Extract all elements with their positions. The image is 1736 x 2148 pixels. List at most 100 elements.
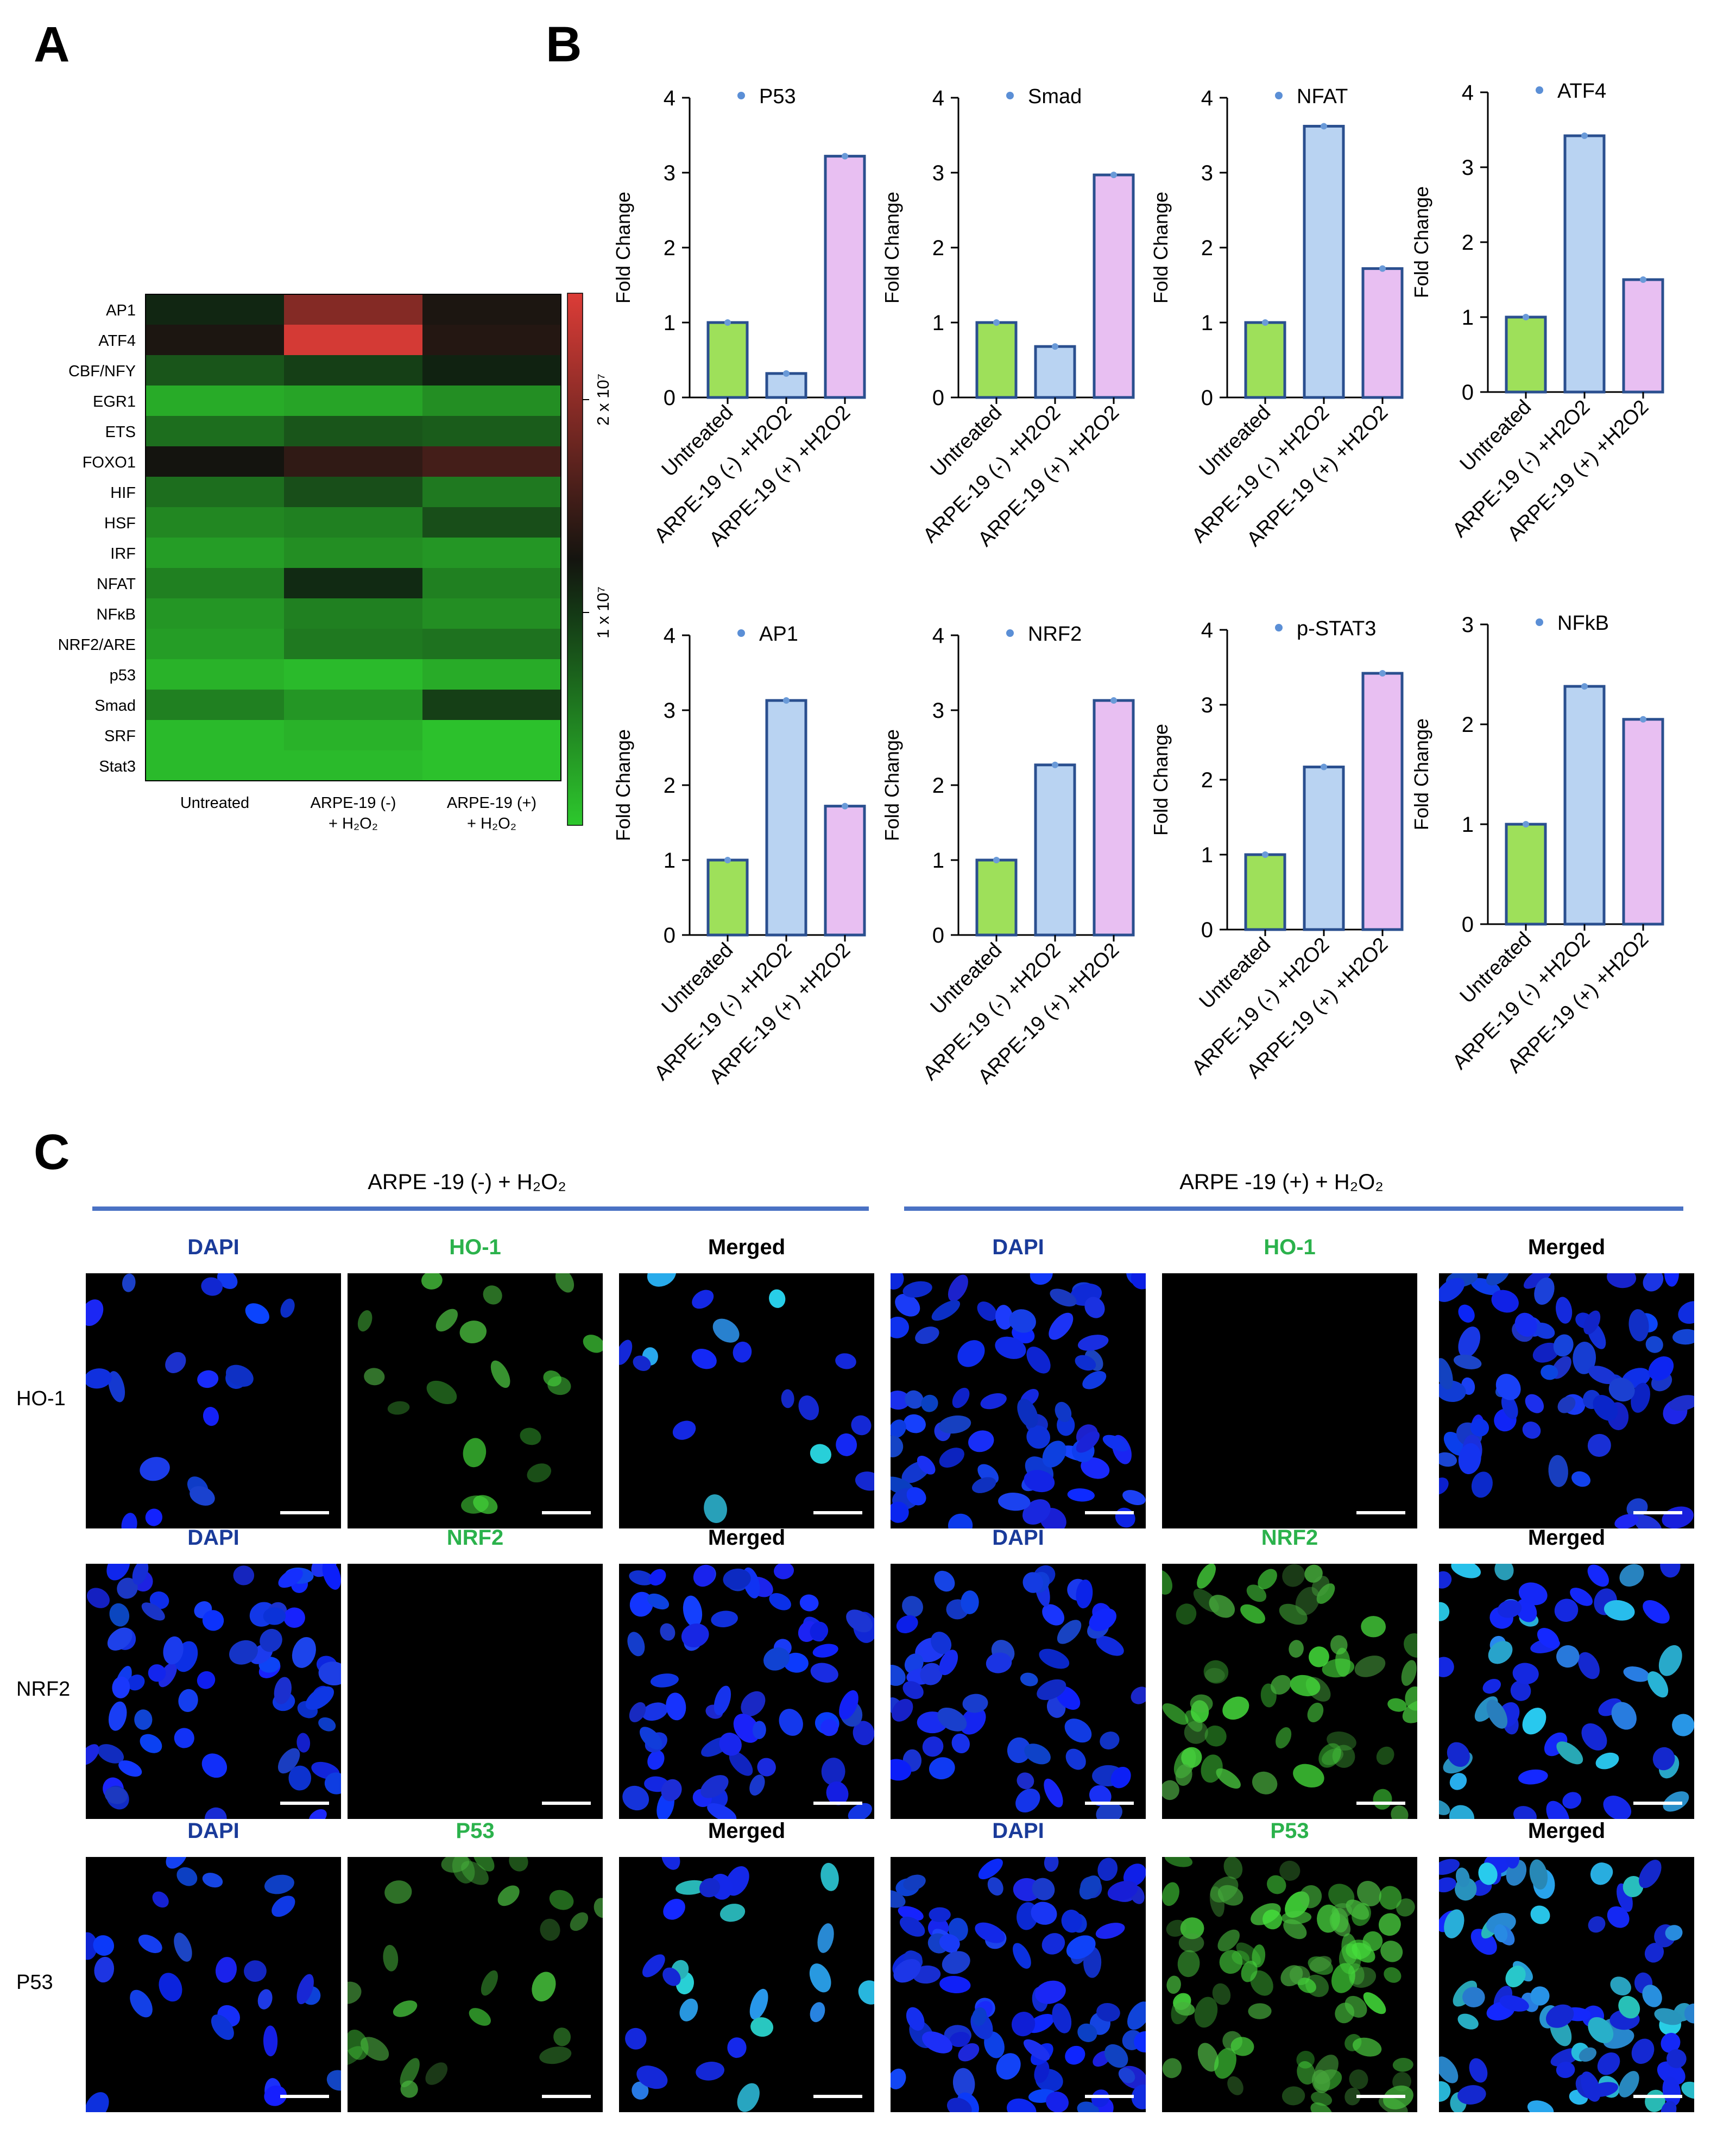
y-tick-label: 2 — [664, 774, 676, 798]
cell — [283, 1607, 305, 1628]
cell — [322, 1564, 341, 1590]
cell — [1505, 1857, 1520, 1869]
cell — [1346, 1899, 1369, 1920]
bar — [1093, 699, 1135, 937]
cell — [1127, 2001, 1146, 2030]
cell — [1246, 1584, 1267, 1602]
cell — [906, 1487, 926, 1506]
heatmap-row-label: CBF/NFY — [68, 363, 136, 380]
cell — [1607, 1273, 1637, 1288]
cell — [679, 1998, 698, 2021]
cell — [891, 1890, 906, 1908]
cell — [197, 1671, 216, 1689]
heatmap-column-label-sub: + H₂O₂ — [467, 815, 516, 832]
cell — [1570, 1588, 1593, 1606]
heatmap-cell — [284, 355, 423, 386]
cell — [1107, 1881, 1138, 1901]
heatmap-cell — [284, 659, 423, 690]
cell — [263, 1607, 286, 1625]
cell — [711, 1610, 738, 1628]
cell — [229, 1640, 258, 1665]
cell — [1491, 1290, 1519, 1313]
cell — [86, 1299, 104, 1326]
cell — [1309, 1956, 1332, 1972]
data-point — [724, 319, 731, 326]
cell — [86, 1744, 99, 1765]
data-point — [724, 857, 731, 863]
cell — [905, 1390, 924, 1409]
cell — [1344, 2034, 1362, 2051]
micrograph-cells — [891, 1565, 1146, 1819]
cell — [647, 1750, 665, 1770]
cell — [1096, 1635, 1124, 1656]
cell — [1064, 1719, 1092, 1743]
cell — [1439, 1358, 1453, 1390]
cell — [1505, 1966, 1526, 1988]
cell — [1335, 2002, 1355, 2024]
cell — [540, 1918, 560, 1941]
y-tick-label: 2 — [932, 236, 944, 260]
cell — [202, 1610, 224, 1631]
heatmap-cell — [284, 598, 423, 629]
cell — [948, 1274, 968, 1302]
heatmap-cell — [146, 507, 285, 538]
channel-label: DAPI — [187, 1819, 239, 1843]
cell — [826, 1781, 849, 1805]
cell — [1510, 1681, 1531, 1701]
cell — [245, 1303, 269, 1324]
cell — [1588, 1366, 1617, 1385]
cell — [1044, 1778, 1063, 1808]
cell — [952, 1387, 970, 1408]
cell — [971, 1477, 996, 1493]
cell — [1593, 1863, 1613, 1882]
bar — [765, 699, 807, 937]
panel-label-b: B — [546, 17, 582, 72]
cell — [1373, 1789, 1392, 1810]
cell — [737, 2083, 760, 2112]
heatmap-cell — [422, 659, 561, 690]
cell — [625, 2027, 647, 2050]
panel-c-row-label: P53 — [16, 1971, 53, 1994]
micrograph — [86, 1857, 341, 2112]
cell — [1439, 1571, 1452, 1589]
cell — [174, 1932, 192, 1962]
cell — [650, 1673, 679, 1688]
micrograph-cells — [891, 1273, 1146, 1528]
y-tick-label: 4 — [1462, 81, 1474, 105]
cell — [1469, 2058, 1488, 2083]
cell — [1077, 2101, 1100, 2112]
cell — [1227, 2076, 1243, 2095]
cell — [1024, 1470, 1055, 1493]
cell — [1530, 1986, 1550, 2006]
heatmap-row-label: ETS — [105, 424, 136, 441]
cell — [400, 2058, 420, 2088]
bar — [1093, 173, 1135, 399]
micrograph — [891, 1857, 1146, 2112]
cell — [260, 1628, 282, 1652]
cell — [1514, 1312, 1537, 1337]
bar — [1563, 685, 1606, 926]
cell — [1184, 1721, 1208, 1744]
panel-label-c: C — [34, 1124, 70, 1180]
cell — [902, 1681, 924, 1700]
scale-bar — [813, 1802, 862, 1805]
cell — [851, 1415, 872, 1436]
cell — [203, 1407, 219, 1426]
cell — [1392, 2071, 1411, 2092]
legend-marker — [1006, 92, 1014, 99]
cell — [1332, 1745, 1355, 1768]
data-point — [1110, 172, 1117, 179]
cell — [1581, 1723, 1607, 1751]
scale-bar — [1085, 1511, 1134, 1514]
legend-marker — [1006, 629, 1014, 637]
cell — [272, 1896, 295, 1917]
cell — [961, 1590, 979, 1614]
cell — [1204, 1667, 1225, 1683]
scale-bar — [1356, 2095, 1405, 2098]
cell — [921, 2031, 952, 2054]
cell — [520, 1427, 541, 1445]
data-point — [783, 697, 790, 704]
cell — [1082, 1371, 1107, 1389]
cell — [1562, 1792, 1582, 1809]
